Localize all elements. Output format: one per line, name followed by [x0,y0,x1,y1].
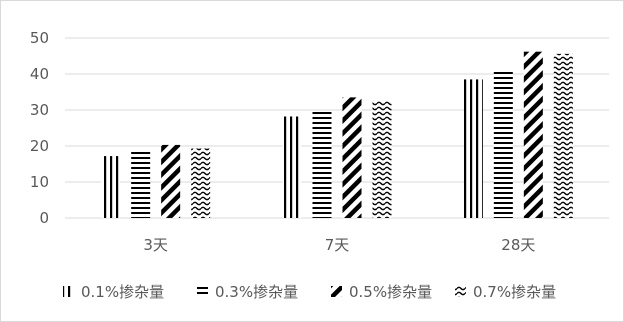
bar-3-7天 [342,97,362,218]
legend-swatch [63,286,74,297]
bar-2-7天 [312,111,332,218]
gridlines [65,37,609,219]
y-tick-label: 50 [30,29,49,47]
x-category-label: 3天 [143,236,168,254]
legend-label: 0.1%掺杂量 [81,283,164,301]
bar-1-3天 [101,156,121,218]
x-category-label: 28天 [501,236,535,254]
bars [101,51,573,219]
legend-item: 0.3%掺杂量 [197,283,298,301]
legend-swatch [331,286,342,297]
bar-2-28天 [493,71,513,219]
bar-4-7天 [372,100,392,218]
legend: 0.1%掺杂量 0.3%掺杂量 0.5%掺杂量 0.7%掺杂量 [63,283,556,301]
y-tick-label: 40 [30,65,49,83]
legend-item: 0.5%掺杂量 [331,283,432,301]
bar-3-28天 [523,51,543,219]
bar-1-28天 [463,79,483,219]
x-category-label: 7天 [325,236,350,254]
bar-2-3天 [131,151,151,218]
y-tick-label: 10 [30,173,49,191]
y-tick-label: 0 [39,209,49,227]
bar-3-3天 [161,144,181,218]
bar-4-28天 [553,53,573,219]
y-tick-label: 20 [30,137,49,155]
bar-4-3天 [191,148,211,218]
legend-item: 0.7%掺杂量 [455,283,556,301]
legend-label: 0.5%掺杂量 [349,283,432,301]
x-axis-category-labels: 3天 7天 28天 [143,236,535,254]
legend-label: 0.7%掺杂量 [473,283,556,301]
legend-label: 0.3%掺杂量 [215,283,298,301]
y-tick-label: 30 [30,101,49,119]
legend-swatch [455,286,466,297]
bar-1-7天 [282,116,302,218]
legend-item: 0.1%掺杂量 [63,283,164,301]
legend-swatch [197,286,208,297]
y-axis-tick-labels: 0 10 20 30 40 50 [30,29,49,227]
